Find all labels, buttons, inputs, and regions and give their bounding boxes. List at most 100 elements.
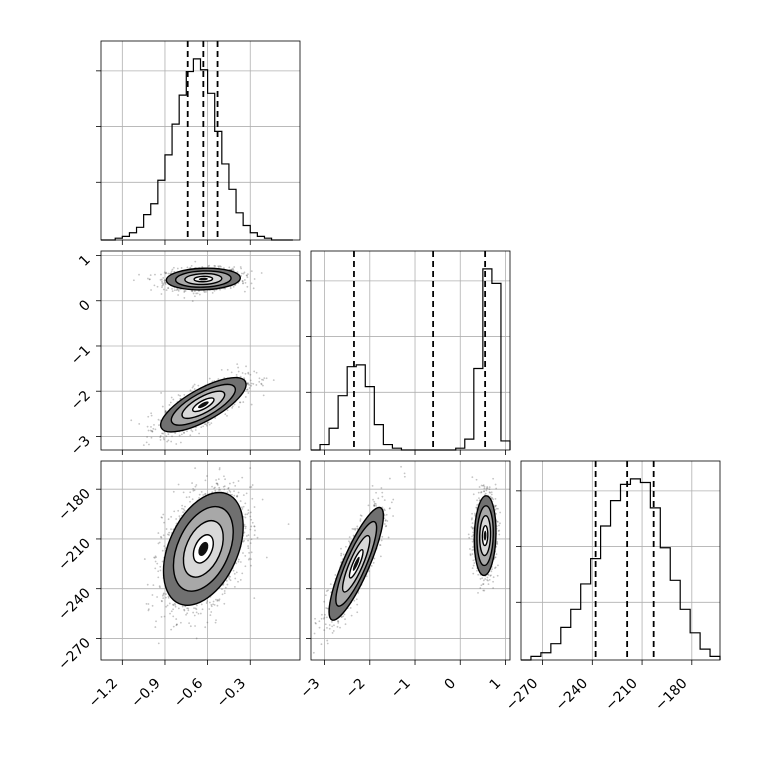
scatter-point [246, 383, 249, 386]
scatter-point [237, 558, 240, 561]
joint-density-0-1 [130, 260, 275, 447]
scatter-point [180, 433, 183, 436]
scatter-point [160, 293, 163, 295]
scatter-point [205, 424, 208, 427]
scatter-point [167, 433, 170, 436]
scatter-point [170, 528, 172, 531]
scatter-point [216, 484, 219, 486]
scatter-point [150, 436, 153, 439]
scatter-point [148, 443, 150, 446]
scatter-point [242, 282, 244, 284]
scatter-point [198, 496, 200, 499]
scatter-point [197, 384, 200, 387]
scatter-point [182, 511, 184, 514]
scatter-point [164, 410, 167, 413]
scatter-point [344, 623, 347, 626]
scatter-point [159, 586, 161, 589]
scatter-point [149, 429, 152, 432]
scatter-point [377, 497, 380, 500]
scatter-point [161, 284, 164, 287]
scatter-point [173, 289, 176, 292]
scatter-point [187, 607, 190, 610]
scatter-point [165, 272, 168, 275]
scatter-point [371, 484, 374, 487]
scatter-point [169, 612, 171, 615]
scatter-point [239, 401, 242, 404]
scatter-point [138, 273, 140, 276]
scatter-point [162, 592, 165, 595]
scatter-point [175, 624, 178, 627]
scatter-point [148, 278, 151, 281]
scatter-point [340, 547, 342, 550]
scatter-point [246, 276, 249, 279]
scatter-point [214, 486, 216, 489]
scatter-point [206, 600, 209, 602]
scatter-point [202, 494, 205, 496]
scatter-point [183, 509, 186, 512]
scatter-point [244, 396, 247, 398]
y-tick-label: 1 [76, 252, 94, 270]
scatter-point [250, 403, 253, 406]
contour-line [160, 376, 247, 433]
scatter-point [184, 290, 187, 292]
scatter-point [167, 595, 170, 598]
scatter-point [222, 485, 225, 488]
scatter-point [223, 488, 226, 491]
scatter-point [162, 432, 165, 435]
scatter-point [214, 265, 217, 267]
scatter-point [159, 569, 162, 572]
scatter-point [191, 289, 193, 292]
scatter-point [204, 423, 206, 425]
scatter-point [156, 562, 159, 565]
histogram-step-0 [101, 58, 293, 241]
x-tick-label: −0.6 [171, 675, 206, 710]
joint-density-1-2 [312, 465, 502, 654]
scatter-point [325, 607, 328, 609]
scatter-point [171, 290, 174, 293]
scatter-point [179, 441, 182, 444]
scatter-point [356, 611, 359, 614]
scatter-point [155, 620, 157, 623]
y-tick-label: −2 [68, 388, 94, 414]
scatter-point [159, 278, 162, 281]
scatter-point [165, 289, 168, 292]
scatter-point [261, 378, 263, 381]
scatter-point [262, 379, 265, 381]
scatter-point [200, 426, 203, 429]
scatter-point [214, 417, 217, 419]
scatter-point [172, 604, 175, 607]
scatter-point [160, 536, 163, 539]
scatter-point [249, 515, 252, 518]
scatter-point [244, 372, 247, 375]
scatter-point [146, 436, 149, 438]
scatter-point [314, 622, 317, 624]
scatter-point [333, 624, 335, 627]
scatter-point [194, 295, 196, 298]
scatter-point [243, 271, 246, 274]
scatter-point [175, 443, 178, 445]
scatter-point [200, 603, 203, 606]
scatter-point [164, 410, 167, 412]
scatter-point [200, 490, 203, 493]
panel-frame-2-2 [520, 460, 721, 661]
scatter-point [151, 594, 154, 596]
scatter-point [242, 540, 245, 543]
scatter-point [255, 384, 258, 386]
scatter-point [216, 599, 219, 602]
scatter-point [168, 404, 171, 406]
scatter-point [171, 268, 174, 271]
scatter-point [172, 608, 175, 611]
x-tick-label: −1 [388, 676, 414, 702]
scatter-point [210, 603, 213, 606]
scatter-point [240, 272, 243, 275]
scatter-point [260, 272, 263, 274]
scatter-point [232, 481, 235, 484]
scatter-point [247, 534, 250, 537]
scatter-point [217, 265, 220, 268]
scatter-point [189, 389, 192, 392]
scatter-point [249, 467, 252, 469]
scatter-point [246, 274, 248, 277]
scatter-point [237, 480, 240, 482]
scatter-point [170, 440, 173, 443]
